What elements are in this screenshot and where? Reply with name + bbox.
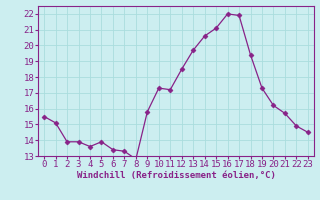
- X-axis label: Windchill (Refroidissement éolien,°C): Windchill (Refroidissement éolien,°C): [76, 171, 276, 180]
